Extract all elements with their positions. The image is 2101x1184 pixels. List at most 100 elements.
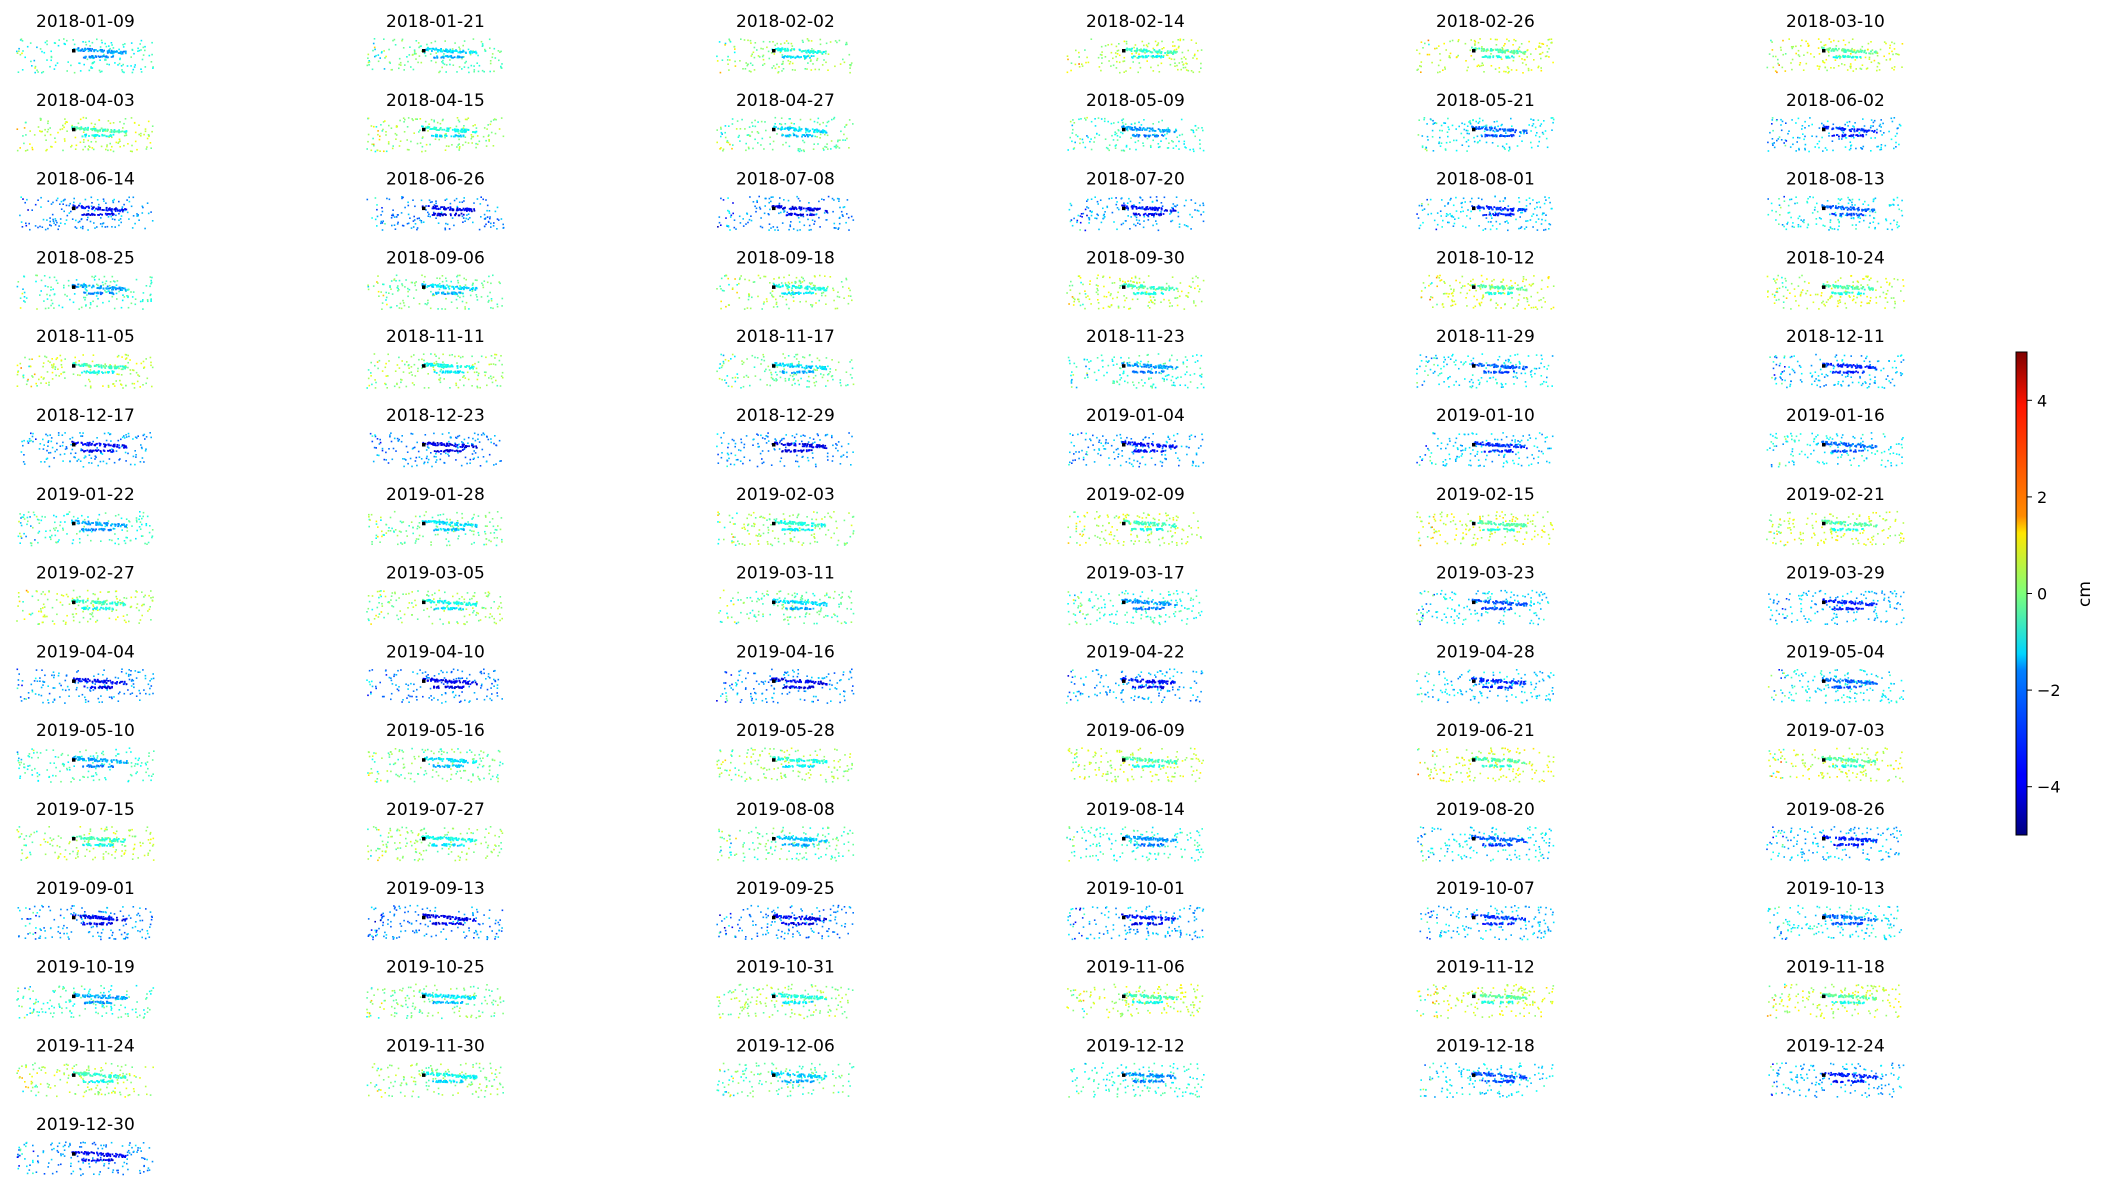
scatter-point [1071,62,1073,64]
scatter-point [52,289,54,291]
scatter-point [91,141,93,143]
scatter-point [101,56,103,58]
scatter-point [29,130,31,132]
scatter-point [1139,127,1141,129]
scatter-point [757,121,759,123]
scatter-point [769,58,771,60]
scatter-point [1804,121,1806,123]
scatter-point [382,130,384,132]
scatter-point [1182,52,1184,54]
scatter-point [25,223,27,225]
scatter-point [106,135,108,137]
scatter-point [1486,127,1488,129]
scatter-point [760,208,762,210]
scatter-point [111,289,113,291]
scatter-point [1100,70,1102,72]
scatter-point [470,209,472,211]
scatter-point [1780,207,1782,209]
scatter-point [86,219,88,221]
scatter-point [1113,65,1115,67]
scatter-point [473,51,475,53]
scatter-point [1797,137,1799,139]
scatter-point [92,208,94,210]
scatter-point [142,59,144,61]
scatter-point [1418,217,1420,219]
reference-point [1122,128,1126,132]
scatter-point [1168,129,1170,131]
scatter-point [1164,129,1166,131]
scatter-point [66,205,68,207]
scatter-point [107,136,109,138]
scatter-point [1483,50,1485,52]
scatter-point [489,210,491,212]
scatter-point [1772,119,1774,121]
scatter-point [1078,63,1080,65]
scatter-point [766,47,768,49]
scatter-point [749,219,751,221]
scatter-point [802,140,804,142]
scatter-point [1466,215,1468,217]
scatter-point [1091,215,1093,217]
scatter-point [408,214,410,216]
scatter-point [1126,145,1128,147]
scatter-point [55,224,57,226]
scatter-point [1087,137,1089,139]
scatter-point [104,56,106,58]
panel-2018-07-08: 2018-07-08 [717,170,854,232]
scatter-point [37,71,39,73]
scatter-point [444,137,446,139]
scatter-point [1830,219,1832,221]
scatter-point [1870,127,1872,129]
scatter-point [1535,48,1537,50]
scatter-point [1782,67,1784,69]
scatter-point [1875,212,1877,214]
scatter-point [1536,215,1538,217]
scatter-point [1080,215,1082,217]
scatter-point [1533,213,1535,215]
scatter-point [728,125,730,127]
scatter-point [1444,68,1446,70]
scatter-point [1091,212,1093,214]
scatter-point [1857,215,1859,217]
scatter-point [1898,144,1900,146]
scatter-point [64,44,66,46]
scatter-point [1466,150,1468,152]
scatter-point [132,49,134,51]
scatter-point [1165,209,1167,211]
scatter-point [1894,66,1896,68]
scatter-point [457,117,459,119]
scatter-point [94,134,96,136]
scatter-point [102,223,104,225]
scatter-point [1849,199,1851,201]
scatter-point [1804,136,1806,138]
scatter-point [113,47,115,49]
scatter-point [91,276,93,278]
panel-title: 2018-02-26 [1436,12,1535,32]
scatter-point [1473,137,1475,139]
scatter-point [64,223,66,225]
scatter-point [456,50,458,52]
scatter-point [800,56,802,58]
scatter-point [425,303,427,305]
scatter-point [1146,44,1148,46]
scatter-point [1803,219,1805,221]
scatter-point [457,130,459,132]
scatter-point [1158,230,1160,232]
scatter-point [404,64,406,66]
scatter-point [1135,225,1137,227]
scatter-point [1129,148,1131,150]
scatter-point [428,205,430,207]
scatter-point [482,45,484,47]
scatter-point [1172,41,1174,43]
scatter-point [1118,209,1120,211]
scatter-point [1532,125,1534,127]
scatter-point [1172,208,1174,210]
scatter-point [1131,206,1133,208]
scatter-point [458,149,460,151]
scatter-point [1805,144,1807,146]
scatter-point [728,211,730,213]
scatter-point [459,66,461,68]
scatter-point [439,208,441,210]
scatter-point [111,208,113,210]
scatter-point [1446,215,1448,217]
